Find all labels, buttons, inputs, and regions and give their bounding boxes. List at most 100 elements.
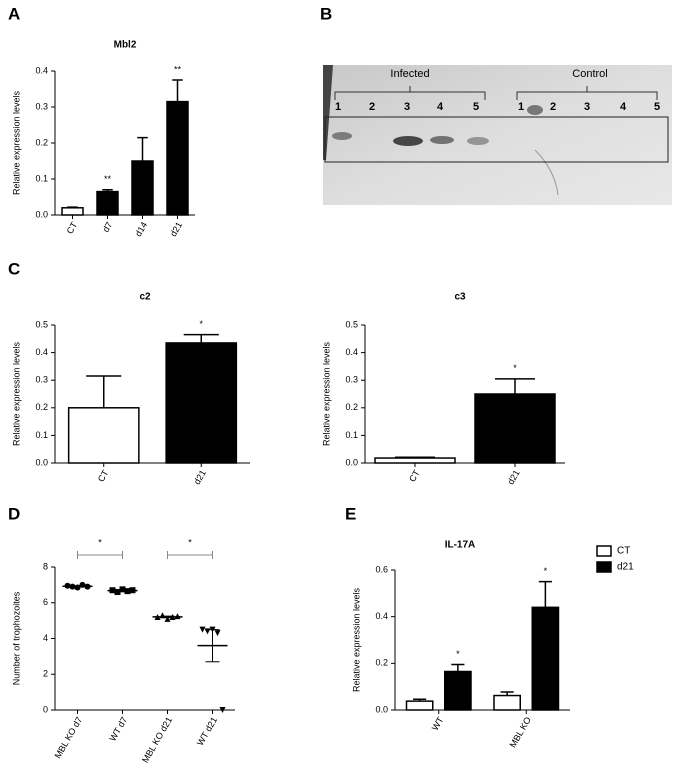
bar [474,393,556,464]
bar [131,160,154,216]
lane-label: 2 [369,101,375,113]
bar [166,100,189,216]
error-bar [70,585,85,588]
y-tick-label: 0.3 [35,101,48,111]
bar [61,207,84,216]
y-tick-label: 0.0 [35,457,48,467]
bar [531,606,560,711]
y-tick-label: 0.4 [35,347,48,357]
error-bar [500,691,514,696]
y-tick-label: 4 [43,633,48,643]
error-bar [115,589,130,592]
data-point [214,630,221,637]
group-label: Control [572,68,607,80]
y-axis-title: Relative expression levels [351,587,361,692]
lane-label: 3 [404,101,410,113]
x-tick-label: WT [430,715,446,733]
y-tick-label: 0.3 [35,375,48,385]
lane-label: 5 [473,101,479,113]
comparison-bracket [167,551,213,559]
data-point [199,626,206,633]
y-tick-label: 6 [43,597,48,607]
x-tick-label: MBL KO [508,715,534,749]
y-axis-title: Relative expression levels [11,341,21,446]
y-tick-label: 0.2 [35,137,48,147]
y-tick-label: 0.5 [35,319,48,329]
y-tick-label: 0.2 [345,402,358,412]
blot-image [323,65,672,205]
lane-label: 5 [654,101,660,113]
y-tick-label: 0.0 [345,457,358,467]
significance: ** [174,64,182,74]
legend-swatch [596,561,612,573]
y-tick-label: 0 [43,704,48,714]
x-tick-label: d21 [506,468,522,486]
y-tick-label: 0.0 [375,704,388,714]
lane-label: 1 [335,101,341,113]
panel-label: E [345,504,356,523]
lane-label: 4 [437,101,444,113]
y-tick-label: 2 [43,669,48,679]
error-bar [137,136,148,161]
error-bar [495,378,535,394]
y-tick-label: 0.0 [35,209,48,219]
error-bar [205,629,220,663]
legend-label: CT [617,546,630,557]
bar [165,342,238,464]
y-tick-label: 0.2 [35,402,48,412]
x-tick-label: CT [65,220,80,236]
panel-label: C [8,259,20,278]
lane-label: 1 [518,101,524,113]
panel-label: B [320,4,332,23]
significance: * [98,537,102,547]
y-tick-label: 0.5 [345,319,358,329]
y-axis-title: Relative expression levels [11,90,21,195]
legend-label: d21 [617,562,634,573]
x-tick-label: d14 [133,220,149,238]
y-tick-label: 0.1 [35,173,48,183]
error-bar [538,580,552,608]
error-bar [102,189,113,192]
error-bar [413,698,427,702]
chart-title: c3 [454,292,466,303]
significance: ** [104,174,112,184]
x-tick-label: d21 [192,468,208,486]
significance: * [456,649,460,659]
y-tick-label: 0.4 [345,347,358,357]
y-tick-label: 0.2 [375,658,388,668]
significance: * [199,319,203,329]
y-tick-label: 0.1 [345,430,358,440]
data-point [164,615,171,622]
y-tick-label: 0.4 [375,611,388,621]
x-tick-label: CT [407,468,422,484]
chart-title: c2 [139,292,151,303]
error-bar [160,615,175,619]
significance: * [544,566,548,576]
group-label: Infected [390,68,429,80]
chart-title: Mbl2 [114,40,137,51]
x-tick-label: MBL KO d21 [140,715,174,764]
chart-title: IL-17A [445,540,476,551]
data-point [119,586,126,593]
x-tick-label: CT [96,468,111,484]
x-tick-label: WT d21 [195,715,219,747]
significance: * [188,537,192,547]
data-point [219,707,226,713]
y-tick-label: 0.6 [375,564,388,574]
error-bar [395,456,435,459]
y-tick-label: 0.4 [35,65,48,75]
bar [444,670,472,711]
bar [493,694,521,711]
error-bar [67,206,78,208]
error-bar [172,79,183,102]
bar [374,457,456,464]
x-tick-label: WT d7 [107,715,129,743]
y-tick-label: 0.1 [35,430,48,440]
lane-label: 2 [550,101,556,113]
bar [67,407,140,464]
comparison-bracket [77,551,123,559]
lane-label: 4 [620,101,627,113]
data-point [114,589,121,596]
